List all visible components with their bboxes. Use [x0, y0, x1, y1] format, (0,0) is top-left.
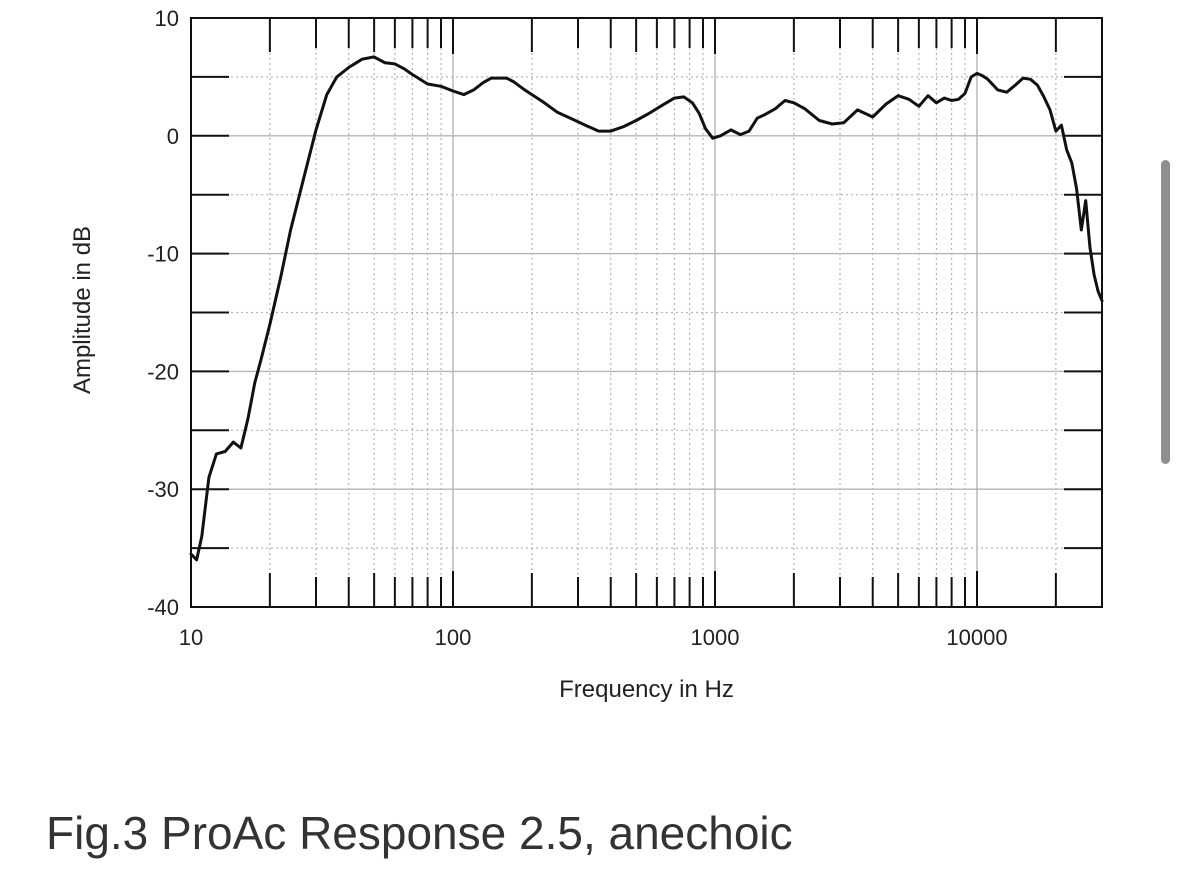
- x-tick-label: 100: [435, 625, 472, 650]
- response-curve: [189, 55, 1104, 562]
- y-axis-title: Amplitude in dB: [69, 226, 96, 394]
- x-axis-title: Frequency in Hz: [559, 676, 734, 703]
- scrollbar-thumb[interactable]: [1161, 160, 1170, 464]
- figure-caption: Fig.3 ProAc Response 2.5, anechoic: [46, 807, 793, 859]
- y-tick-label: -20: [147, 359, 179, 384]
- plot-frame: [190, 17, 1103, 608]
- y-tick-label: 10: [155, 6, 179, 31]
- y-tick-label: 0: [167, 124, 179, 149]
- tick-marks: [191, 18, 1103, 607]
- x-tick-label: 10: [179, 625, 203, 650]
- frequency-response-chart: 100-10-20-30-40 10 100 1000 10000 Frequency…: [69, 6, 1104, 703]
- x-tick-labels: 10 100 1000 10000: [179, 625, 1008, 650]
- y-tick-label: -40: [147, 595, 179, 620]
- y-tick-label: -10: [147, 242, 179, 267]
- y-tick-label: -30: [147, 477, 179, 502]
- x-tick-label: 1000: [691, 625, 740, 650]
- minor-gridlines: [191, 18, 1103, 607]
- major-gridlines: [191, 18, 1102, 607]
- x-tick-label: 10000: [946, 625, 1007, 650]
- y-tick-labels: 10 0 -10 -20 -30 -40: [147, 6, 179, 620]
